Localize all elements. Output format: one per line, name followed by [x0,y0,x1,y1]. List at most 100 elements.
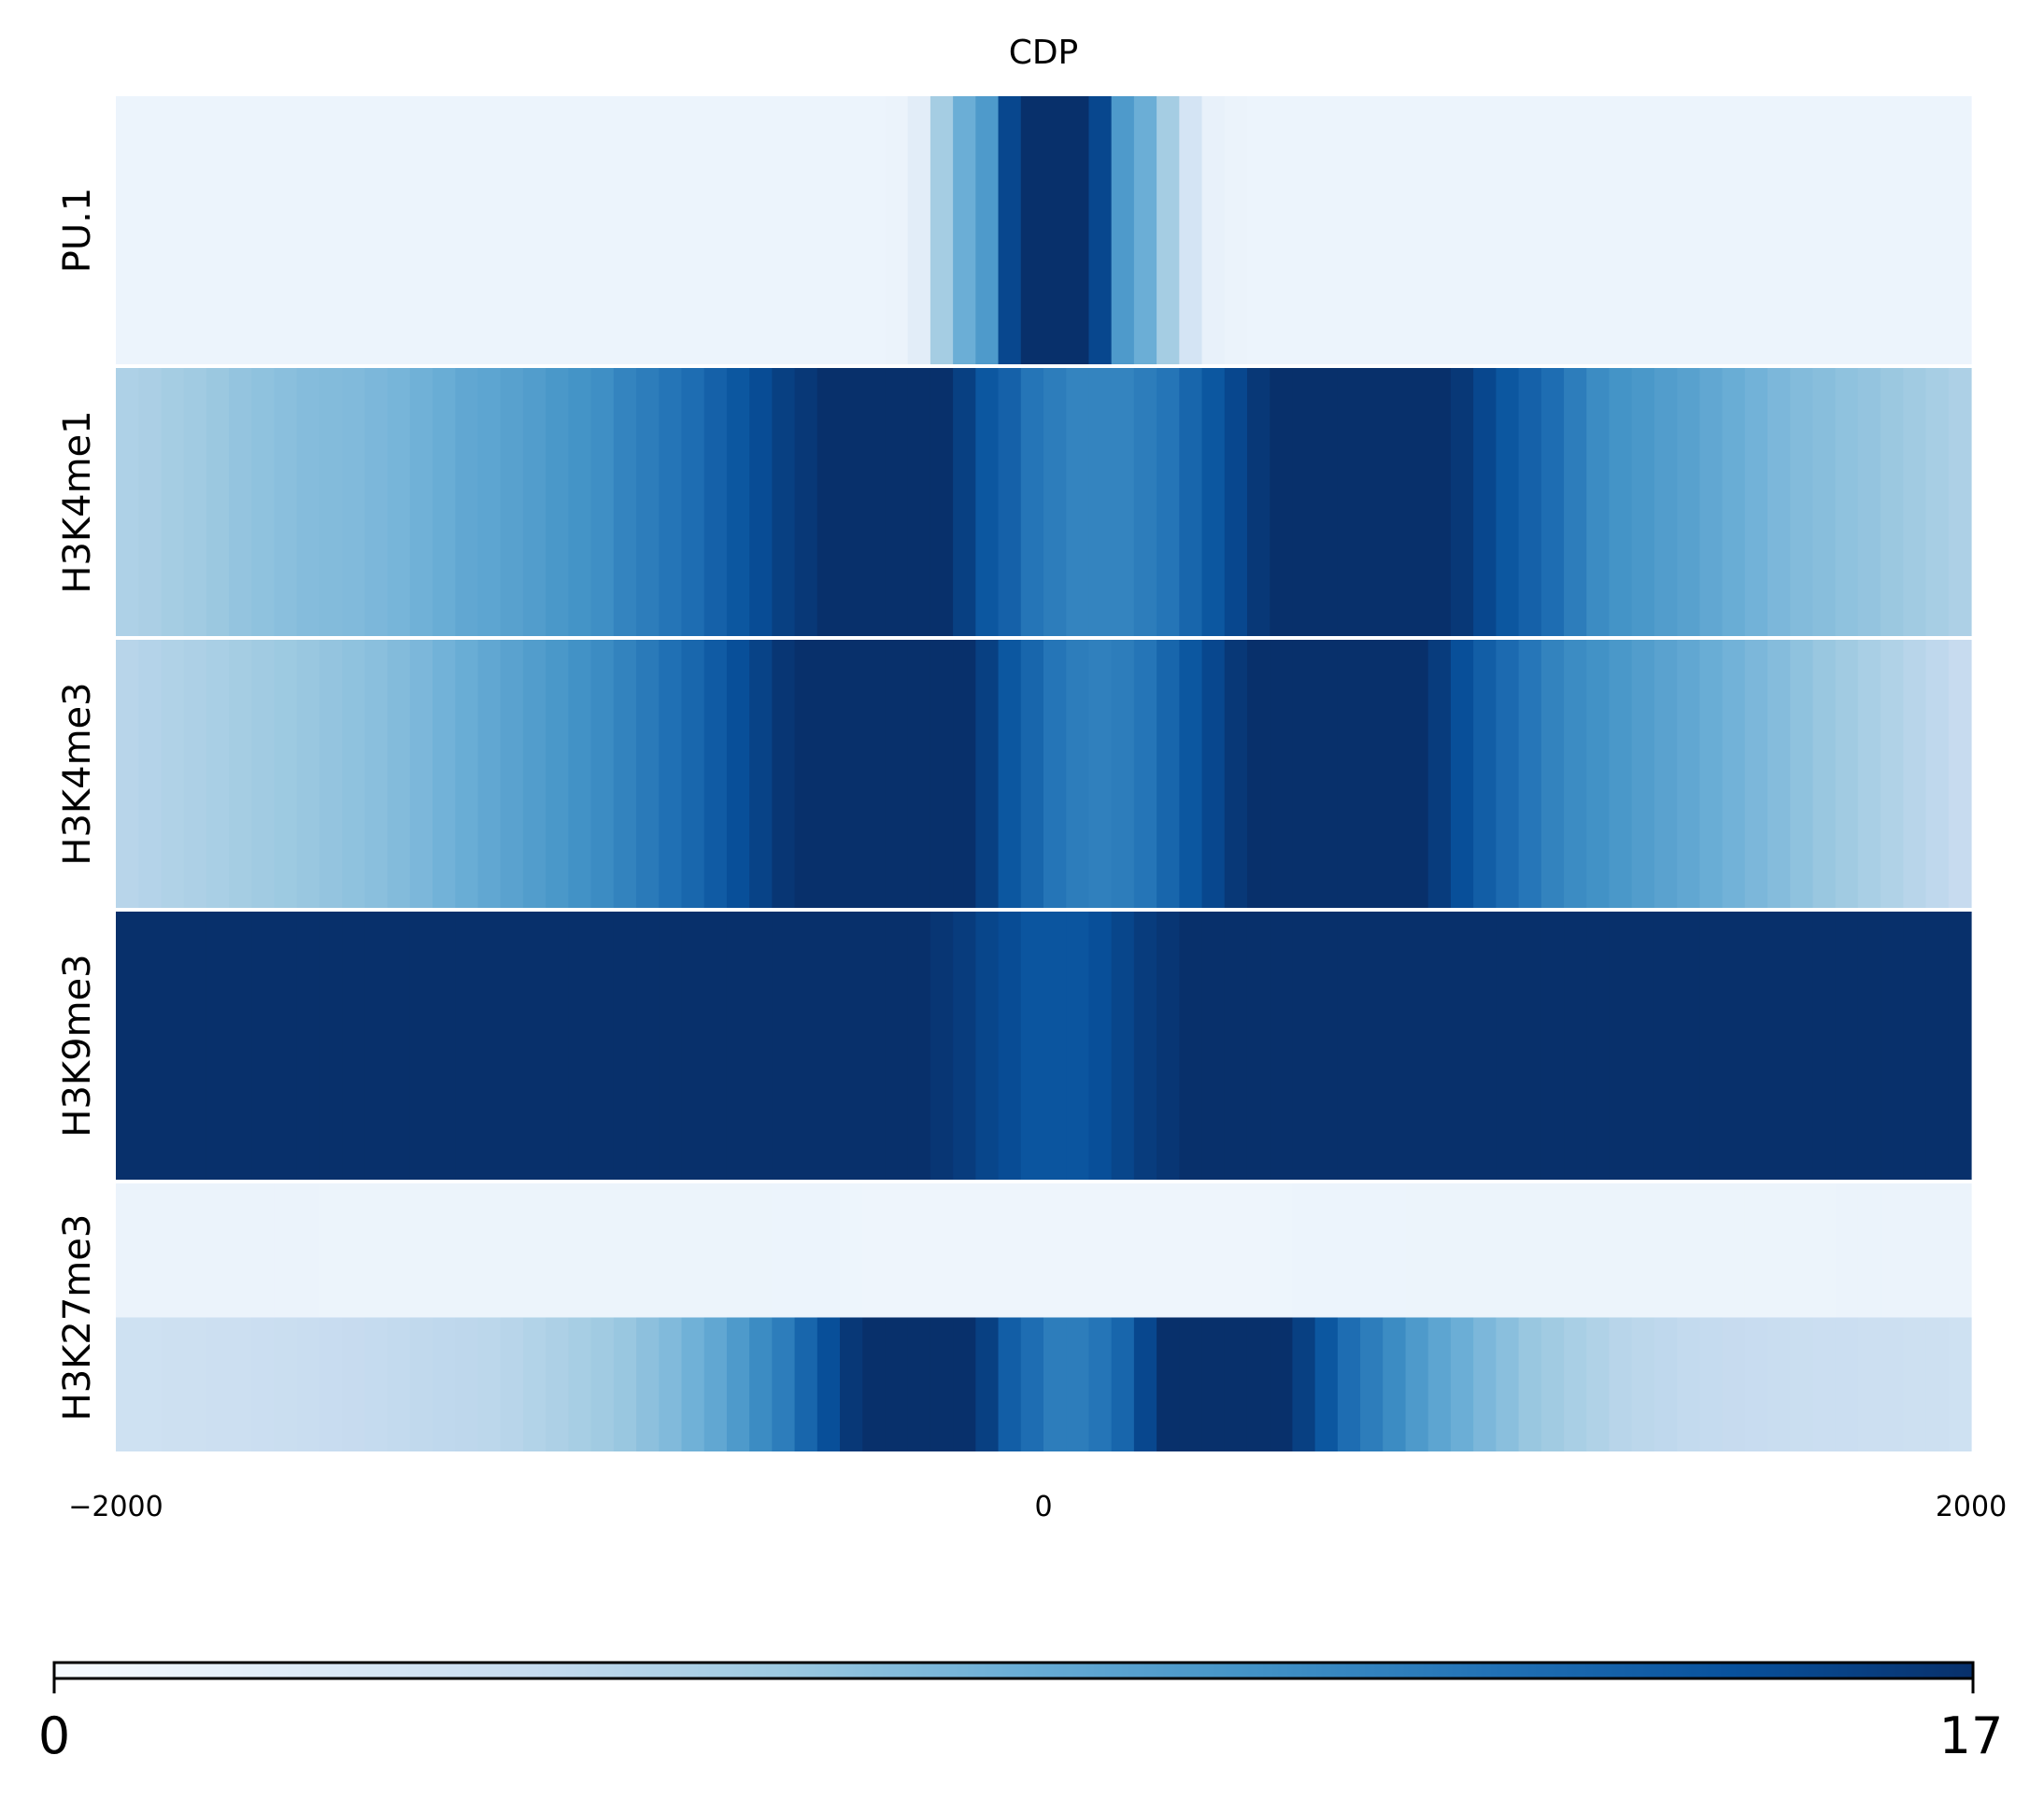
heatmap-cell [477,1317,502,1451]
heatmap-cell [1586,640,1611,908]
heatmap-cell [1179,912,1203,1180]
heatmap-cell [1473,368,1497,636]
heatmap-cell [703,1183,728,1318]
heatmap-cell [342,912,366,1180]
heatmap-cell [1812,912,1837,1180]
heatmap-cell [1088,368,1113,636]
heatmap-cell [794,96,818,364]
heatmap-cell [433,1317,456,1451]
row-label: H3K4me1 [56,410,99,593]
heatmap-cell [364,1317,389,1451]
heatmap-cell [1088,912,1113,1180]
heatmap-cell [1201,912,1226,1180]
heatmap-cell [659,368,683,636]
heatmap-cell [590,1183,615,1318]
heatmap-cell [659,1317,683,1451]
heatmap-cell [1722,1317,1746,1451]
heatmap-cell [1540,1317,1565,1451]
heatmap-cell [1246,1183,1270,1318]
heatmap-cell [364,912,389,1180]
heatmap-cell [1360,640,1384,908]
heatmap-cell [1066,912,1090,1180]
heatmap-cell [1677,912,1700,1180]
heatmap-cell [1157,1183,1180,1318]
heatmap-cell [251,1317,276,1451]
heatmap-cell [1473,912,1497,1180]
heatmap-cell [975,96,1000,364]
heatmap-cell [1246,1317,1270,1451]
heatmap-cell [1903,640,1927,908]
heatmap-cell [1383,1317,1407,1451]
heatmap-cell [206,368,230,636]
heatmap-cell [1925,1183,1950,1318]
heatmap-cell [1812,1183,1837,1318]
heatmap-cell [930,912,954,1180]
heatmap-cell [477,368,502,636]
heatmap-cell [840,368,863,636]
heatmap-cell [636,1183,660,1318]
heatmap-cell [274,1317,298,1451]
heatmap-cell [161,368,185,636]
heatmap-cell [772,640,796,908]
heatmap-cell [772,1317,796,1451]
heatmap-cell [229,1317,252,1451]
heatmap-cell [1699,1317,1724,1451]
heatmap-cell [568,368,592,636]
heatmap-cell [636,368,660,636]
heatmap-cell [749,1317,773,1451]
heatmap-cell [840,96,863,364]
heatmap-cell [1790,1183,1814,1318]
heatmap-cell [1881,96,1904,364]
heatmap-cell [1270,96,1294,364]
heatmap-cell [568,912,592,1180]
heatmap-cell [907,368,931,636]
heatmap-cell [1654,368,1678,636]
heatmap-cell [455,368,479,636]
colorbar-max-label: 17 [1939,1706,2004,1765]
heatmap-cell [161,912,185,1180]
heatmap-cell [1540,96,1565,364]
heatmap-cell [1314,368,1339,636]
heatmap-cell [1292,368,1316,636]
heatmap-cell [975,368,1000,636]
heatmap-cell [772,368,796,636]
heatmap-cell [772,1183,796,1318]
heatmap-cell [975,1183,1000,1318]
heatmap-cell [138,368,163,636]
heatmap-cell [1427,912,1452,1180]
heatmap-cell [590,1317,615,1451]
heatmap-cell [455,912,479,1180]
heatmap-cell [726,640,750,908]
heatmap-cell [500,1317,524,1451]
heatmap-cell [296,368,320,636]
heatmap-cell [1835,912,1859,1180]
heatmap-cell [229,912,252,1180]
heatmap-cell [251,96,276,364]
heatmap-cell [726,1183,750,1318]
heatmap-cell [433,912,456,1180]
heatmap-cell [1744,368,1768,636]
heatmap-cell [930,1317,954,1451]
heatmap-cell [1699,640,1724,908]
heatmap-cell [1066,368,1090,636]
heatmap-cell [1292,1317,1316,1451]
heatmap-cell [568,1317,592,1451]
row-labels: PU.1 H3K4me1 H3K4me3 H3K9me3 H3K27me3 [56,188,99,1422]
heatmap-cell [116,96,139,364]
heatmap-cell [794,912,818,1180]
heatmap-cell [1133,1183,1157,1318]
heatmap-cell [862,368,887,636]
heatmap-cell [590,368,615,636]
heatmap-cell [1360,96,1384,364]
heatmap-cell [1020,96,1044,364]
heatmap-cell [500,1183,524,1318]
heatmap-cell [274,368,298,636]
heatmap-cell [1677,96,1700,364]
heatmap-cell [975,640,1000,908]
heatmap-cell [500,96,524,364]
heatmap-cell [1427,1317,1452,1451]
heatmap-cell [681,640,705,908]
heatmap-cell [1450,96,1474,364]
heatmap-cell [568,640,592,908]
heatmap-cell [862,640,887,908]
